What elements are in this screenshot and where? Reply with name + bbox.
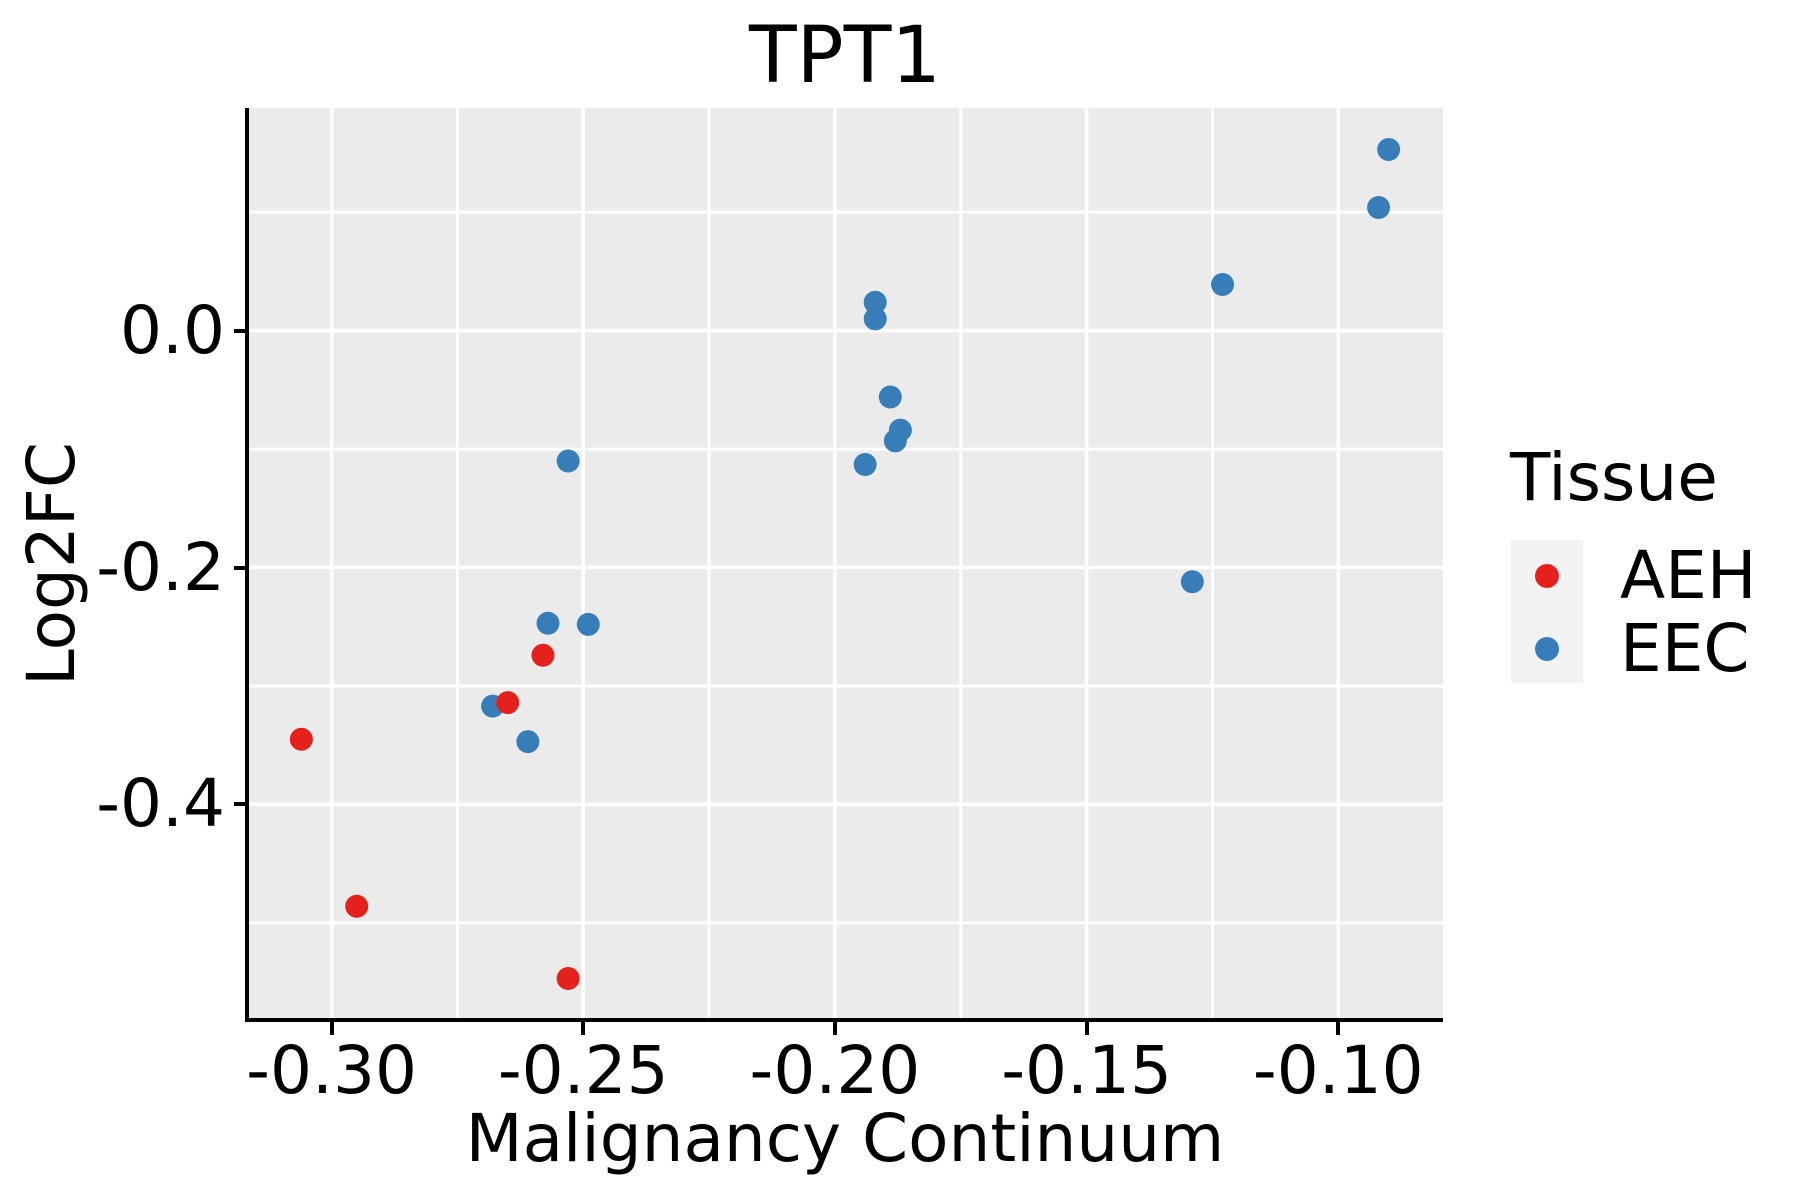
- y-tick-mark: [234, 565, 247, 570]
- x-tick-label: -0.20: [749, 1032, 921, 1109]
- plot-panel: [247, 108, 1443, 1020]
- data-point-aeh: [289, 727, 313, 751]
- data-point-aeh: [556, 967, 580, 991]
- data-point-eec: [516, 730, 540, 754]
- x-tick-mark: [1336, 1022, 1341, 1035]
- scatter-plot-area: [247, 108, 1443, 1020]
- legend-item-label: EEC: [1620, 610, 1750, 687]
- x-tick-mark: [329, 1022, 334, 1035]
- x-axis-title: Malignancy Continuum: [465, 1100, 1225, 1177]
- data-point-eec: [1211, 272, 1235, 296]
- y-axis-line: [245, 108, 249, 1022]
- data-point-eec: [536, 611, 560, 635]
- data-point-aeh: [496, 691, 520, 715]
- data-point-eec: [556, 449, 580, 473]
- data-point-eec: [1180, 570, 1204, 594]
- legend-title: Tissue: [1510, 439, 1718, 516]
- y-tick-label: -0.2: [96, 528, 225, 606]
- data-point-aeh: [531, 643, 555, 667]
- data-point-aeh: [345, 894, 369, 918]
- x-tick-label: -0.15: [1001, 1032, 1172, 1109]
- plot-title: TPT1: [749, 11, 941, 101]
- data-point-eec: [878, 385, 902, 409]
- x-axis-line: [245, 1018, 1443, 1022]
- data-point-eec: [863, 290, 887, 314]
- data-point-eec: [853, 453, 877, 477]
- aeh-dot-icon: [1535, 564, 1559, 588]
- legend: Tissue AEH EEC: [1510, 439, 1756, 683]
- x-tick-label: -0.25: [497, 1032, 669, 1109]
- data-point-eec: [863, 307, 887, 331]
- x-tick-mark: [832, 1022, 837, 1035]
- y-tick-mark: [234, 328, 247, 333]
- eec-dot-icon: [1535, 637, 1559, 661]
- data-point-eec: [1367, 195, 1391, 219]
- x-tick-mark: [581, 1022, 586, 1035]
- x-tick-mark: [1084, 1022, 1089, 1035]
- data-point-eec: [888, 418, 912, 442]
- y-tick-label: 0.0: [120, 291, 225, 369]
- x-tick-label: -0.10: [1252, 1032, 1424, 1109]
- data-point-eec: [1377, 137, 1401, 161]
- x-tick-label: -0.30: [246, 1032, 417, 1109]
- data-point-eec: [576, 612, 600, 636]
- y-tick-mark: [234, 802, 247, 807]
- legend-item-label: AEH: [1620, 537, 1757, 614]
- y-tick-label: -0.4: [96, 765, 225, 843]
- legend-key-background: [1511, 540, 1583, 683]
